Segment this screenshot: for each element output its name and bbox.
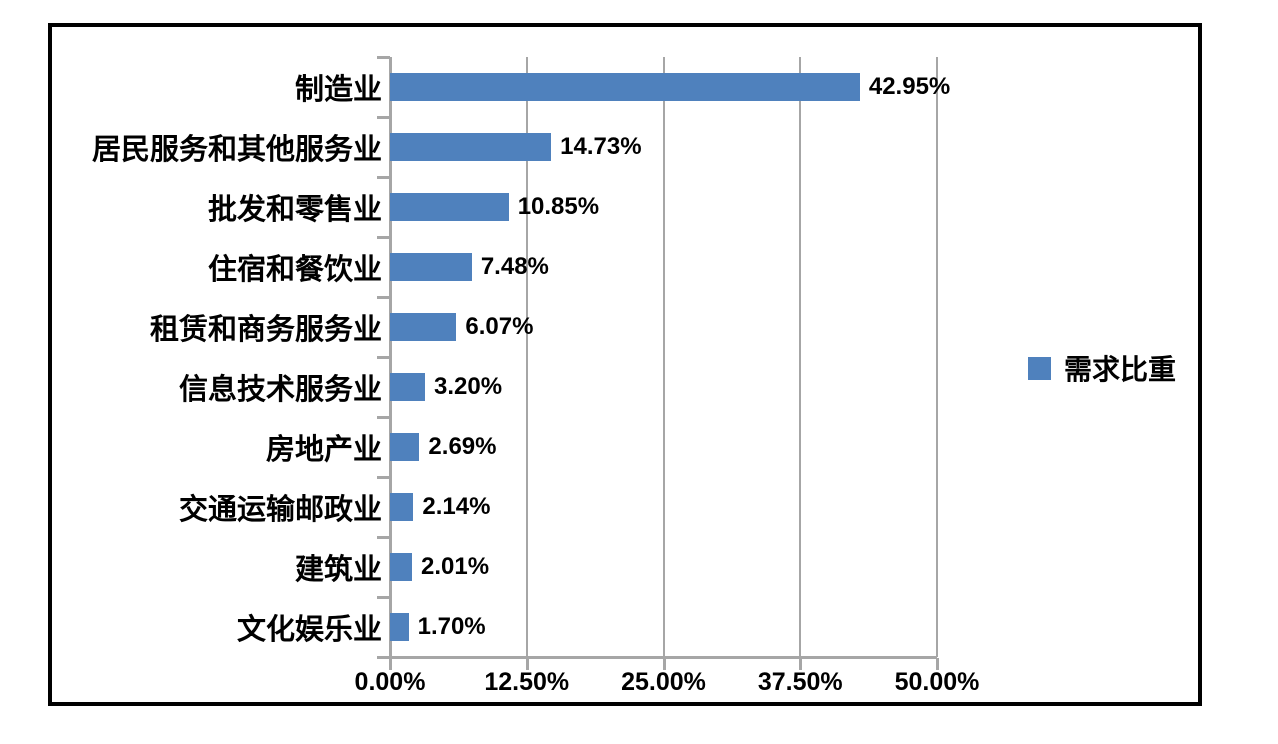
bar-value-label: 2.69% <box>428 433 497 460</box>
bar-value-label: 14.73% <box>560 133 642 160</box>
bar-row: 2.69% <box>390 417 937 477</box>
bar-value-label: 2.01% <box>420 553 490 580</box>
bar-value-label: 6.07% <box>465 313 534 340</box>
plot-area: 42.95% 14.73% 10.85% 7.48% 6.07% 3.20% 2.69% 2.… <box>377 56 950 670</box>
bar <box>390 373 425 401</box>
category-label: 租赁和商务服务业 <box>149 314 382 346</box>
bar-value-label: 2.14% <box>422 493 491 520</box>
legend-label: 需求比重 <box>1064 354 1177 385</box>
bar-row: 42.95% <box>390 57 950 117</box>
legend-swatch-icon <box>1028 356 1051 380</box>
x-axis-tick <box>936 658 939 670</box>
bar-row: 1.70% <box>390 597 937 657</box>
y-axis-line <box>389 57 392 657</box>
gridline <box>662 57 665 657</box>
category-label: 文化娱乐业 <box>236 614 382 646</box>
gridline <box>525 57 528 657</box>
bar <box>390 73 860 101</box>
bar-value-label: 7.48% <box>480 253 549 280</box>
bar <box>390 553 412 581</box>
y-axis-tick <box>377 596 390 599</box>
y-axis-tick <box>377 356 390 359</box>
x-axis-tick-label: 37.50% <box>757 668 843 696</box>
category-label: 制造业 <box>294 74 382 106</box>
category-label: 住宿和餐饮业 <box>207 254 382 286</box>
x-axis-tick-label: 0.00% <box>354 668 426 696</box>
x-axis-tick-label: 50.00% <box>894 668 980 696</box>
bar-row: 3.20% <box>390 357 937 417</box>
x-axis-tick <box>525 658 529 670</box>
gridline <box>799 57 802 657</box>
bar <box>390 253 472 281</box>
bar <box>390 193 509 221</box>
y-axis-tick <box>377 416 390 419</box>
y-axis-tick <box>377 176 390 179</box>
x-axis-tick <box>389 658 392 670</box>
bar <box>390 493 414 521</box>
y-axis-tick <box>377 476 390 479</box>
x-axis-tick-label: 25.00% <box>621 668 706 696</box>
bar <box>390 433 420 461</box>
chart-frame <box>48 23 1202 706</box>
bar-row: 10.85% <box>390 177 937 237</box>
category-label: 居民服务和其他服务业 <box>91 134 382 166</box>
bar-value-label: 1.70% <box>417 613 486 640</box>
y-axis-tick <box>377 236 390 239</box>
x-axis-tick-label: 12.50% <box>484 668 570 696</box>
bar-row: 7.48% <box>390 237 937 297</box>
bar-value-label: 42.95% <box>868 73 951 100</box>
x-axis-line <box>390 656 937 659</box>
category-label: 交通运输邮政业 <box>178 494 382 526</box>
bar-value-label: 3.20% <box>434 373 503 400</box>
category-label: 批发和零售业 <box>207 194 382 226</box>
legend: 需求比重 <box>1028 348 1176 388</box>
bar <box>390 313 457 341</box>
x-axis-tick <box>799 658 803 670</box>
category-label: 建筑业 <box>294 554 382 586</box>
gridline <box>936 57 938 657</box>
y-axis-tick <box>377 296 390 299</box>
bar <box>390 133 552 161</box>
bar-row: 14.73% <box>390 117 937 177</box>
category-label: 房地产业 <box>265 434 382 466</box>
y-axis-tick <box>377 56 390 59</box>
category-axis-labels: 制造业居民服务和其他服务业批发和零售业 住宿和餐饮业租赁和商务服务业信息技术服务业… <box>50 57 382 657</box>
bar-row: 2.01% <box>390 537 937 597</box>
bar-row: 6.07% <box>390 297 937 357</box>
y-axis-tick <box>377 656 390 659</box>
x-axis-tick <box>662 658 666 670</box>
bar-row: 2.14% <box>390 477 937 537</box>
y-axis-tick <box>377 116 390 119</box>
bar-value-label: 10.85% <box>517 193 600 220</box>
category-label: 信息技术服务业 <box>178 374 382 406</box>
bar <box>390 613 409 641</box>
y-axis-tick <box>377 536 390 539</box>
x-axis-tick-labels: 0.00% 12.50% 25.00% 37.50% 50.00% <box>355 668 980 702</box>
